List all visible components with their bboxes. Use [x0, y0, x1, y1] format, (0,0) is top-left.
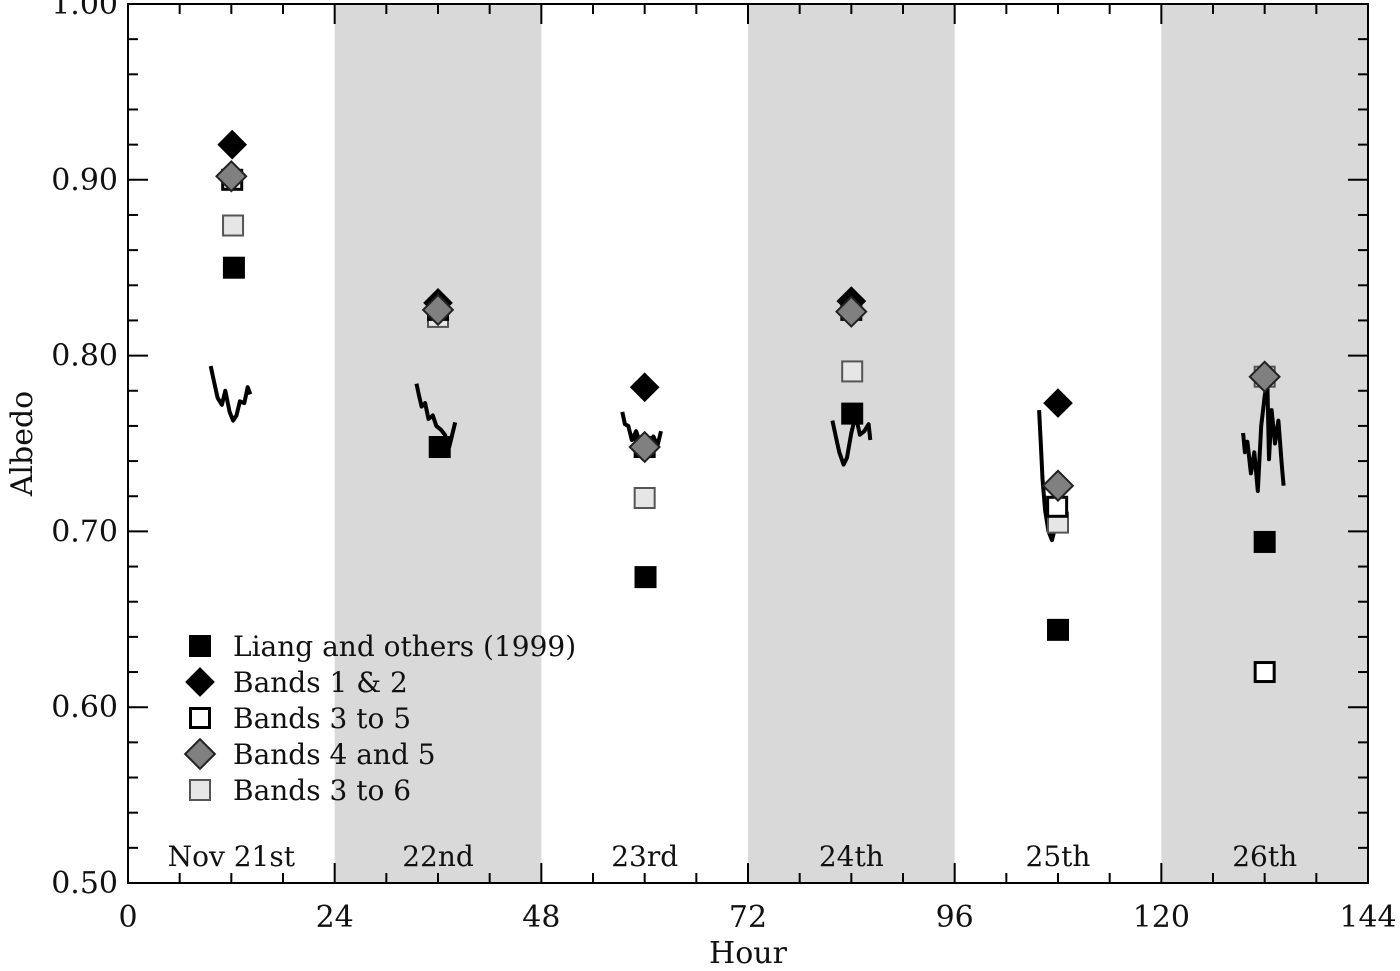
x-tick-label: 72	[729, 900, 767, 935]
day-label: 24th	[819, 840, 884, 873]
data-points	[215, 129, 1281, 684]
point-diamond-filled-0	[217, 129, 248, 160]
legend-label-2: Bands 3 to 5	[233, 702, 411, 735]
legend-marker-3	[183, 737, 217, 771]
x-tick-label: 0	[118, 900, 137, 935]
x-tick-label: 96	[936, 900, 974, 935]
day-label: 23rd	[611, 840, 678, 873]
point-diamond-gray-5	[1248, 360, 1281, 393]
shaded-band-2	[1161, 4, 1368, 883]
legend-label-0: Liang and others (1999)	[233, 630, 576, 663]
y-axis-label: Albedo	[5, 391, 40, 497]
point-square-light-0	[222, 214, 245, 237]
point-diamond-gray-3	[835, 295, 868, 328]
point-diamond-gray-1	[421, 293, 455, 327]
point-diamond-gray-0	[215, 160, 248, 193]
albedo-trace-3	[830, 413, 873, 467]
point-square-light-2	[633, 486, 656, 509]
x-tick-label: 120	[1133, 900, 1190, 935]
legend-label-4: Bands 3 to 6	[233, 774, 411, 807]
albedo-trace-0	[208, 365, 253, 423]
x-tick-label: 24	[316, 900, 354, 935]
point-square-filled-4	[1047, 618, 1069, 641]
x-tick-label: 48	[522, 900, 560, 935]
axis-ticks: 0 24 48 72 96 120 144 0.50 0.60 0.70 0.80 0.90 1.00	[51, 0, 1396, 935]
legend-label-3: Bands 4 and 5	[233, 738, 436, 771]
point-square-filled-2	[634, 566, 657, 589]
legend-marker-4	[189, 779, 211, 801]
albedo-trace-5	[1241, 378, 1286, 493]
day-label: Nov 21st	[168, 840, 296, 873]
y-tick-label: 0.80	[51, 339, 118, 374]
legend: Liang and others (1999)Bands 1 & 2Bands …	[183, 630, 576, 807]
point-diamond-gray-2	[628, 430, 661, 464]
legend-marker-0	[189, 635, 211, 657]
point-square-light-3	[841, 360, 864, 383]
y-tick-label: 0.70	[51, 514, 118, 549]
x-axis-label: Hour	[709, 936, 788, 971]
y-tick-label: 1.00	[51, 0, 118, 22]
point-diamond-filled-2	[629, 372, 660, 403]
day-label: 22nd	[402, 840, 474, 873]
day-label: 25th	[1026, 840, 1091, 873]
point-square-open-5	[1253, 661, 1276, 684]
y-tick-label: 0.90	[51, 163, 118, 198]
day-labels: Nov 21st 22nd 23rd 24th 25th 26th	[168, 840, 1297, 873]
y-tick-label: 0.50	[51, 866, 118, 901]
point-diamond-gray-4	[1041, 469, 1075, 502]
x-tick-label: 144	[1339, 900, 1396, 935]
point-square-filled-1	[428, 436, 451, 459]
legend-label-1: Bands 1 & 2	[233, 666, 408, 699]
point-square-filled-0	[222, 256, 245, 279]
point-square-filled-3	[841, 402, 864, 425]
point-diamond-filled-4	[1043, 388, 1073, 418]
legend-marker-2	[189, 707, 211, 729]
legend-marker-1	[185, 667, 215, 697]
y-tick-label: 0.60	[51, 690, 118, 725]
day-label: 26th	[1232, 840, 1297, 873]
point-square-filled-5	[1253, 530, 1276, 553]
